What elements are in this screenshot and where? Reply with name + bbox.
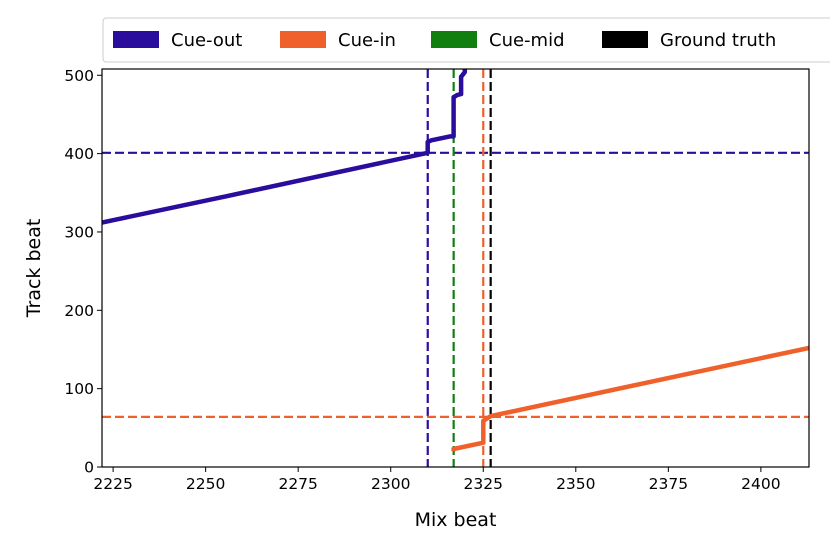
- y-tick-label: 100: [64, 380, 94, 398]
- x-tick-label: 2350: [556, 475, 595, 493]
- cue-out-series-line: [102, 69, 468, 225]
- y-tick-label: 500: [64, 67, 94, 85]
- legend-label-cue-out: Cue-out: [171, 30, 242, 51]
- plot-frame: [101, 68, 810, 468]
- y-tick-label: 400: [64, 145, 94, 163]
- plot-area: [101, 68, 810, 468]
- y-axis-ticks: 0 100 200 300 400 500: [64, 67, 102, 477]
- legend-label-cue-in: Cue-in: [338, 30, 396, 51]
- x-tick-label: 2300: [371, 475, 410, 493]
- x-axis-ticks: 2225 2250 2275 2300 2325 2350 2375 2400: [93, 467, 781, 493]
- legend-swatch-cue-out: [113, 31, 159, 48]
- x-tick-label: 2225: [93, 475, 132, 493]
- y-tick-label: 0: [84, 459, 94, 477]
- y-tick-label: 200: [64, 302, 94, 320]
- x-tick-label: 2250: [186, 475, 225, 493]
- x-tick-label: 2325: [464, 475, 503, 493]
- y-tick-label: 300: [64, 223, 94, 241]
- x-tick-label: 2400: [741, 475, 780, 493]
- x-axis-title: Mix beat: [415, 509, 497, 531]
- y-axis-title: Track beat: [23, 219, 45, 319]
- legend-swatch-cue-mid: [431, 31, 477, 48]
- x-tick-label: 2375: [649, 475, 688, 493]
- legend: Cue-out Cue-in Cue-mid Ground truth: [102, 17, 830, 63]
- legend-label-ground-truth: Ground truth: [660, 30, 776, 51]
- x-tick-label: 2275: [278, 475, 317, 493]
- cue-in-series-line: [451, 345, 809, 452]
- series-lines: [102, 69, 809, 452]
- legend-label-cue-mid: Cue-mid: [489, 30, 565, 51]
- legend-swatch-ground-truth: [602, 31, 648, 48]
- legend-swatch-cue-in: [280, 31, 326, 48]
